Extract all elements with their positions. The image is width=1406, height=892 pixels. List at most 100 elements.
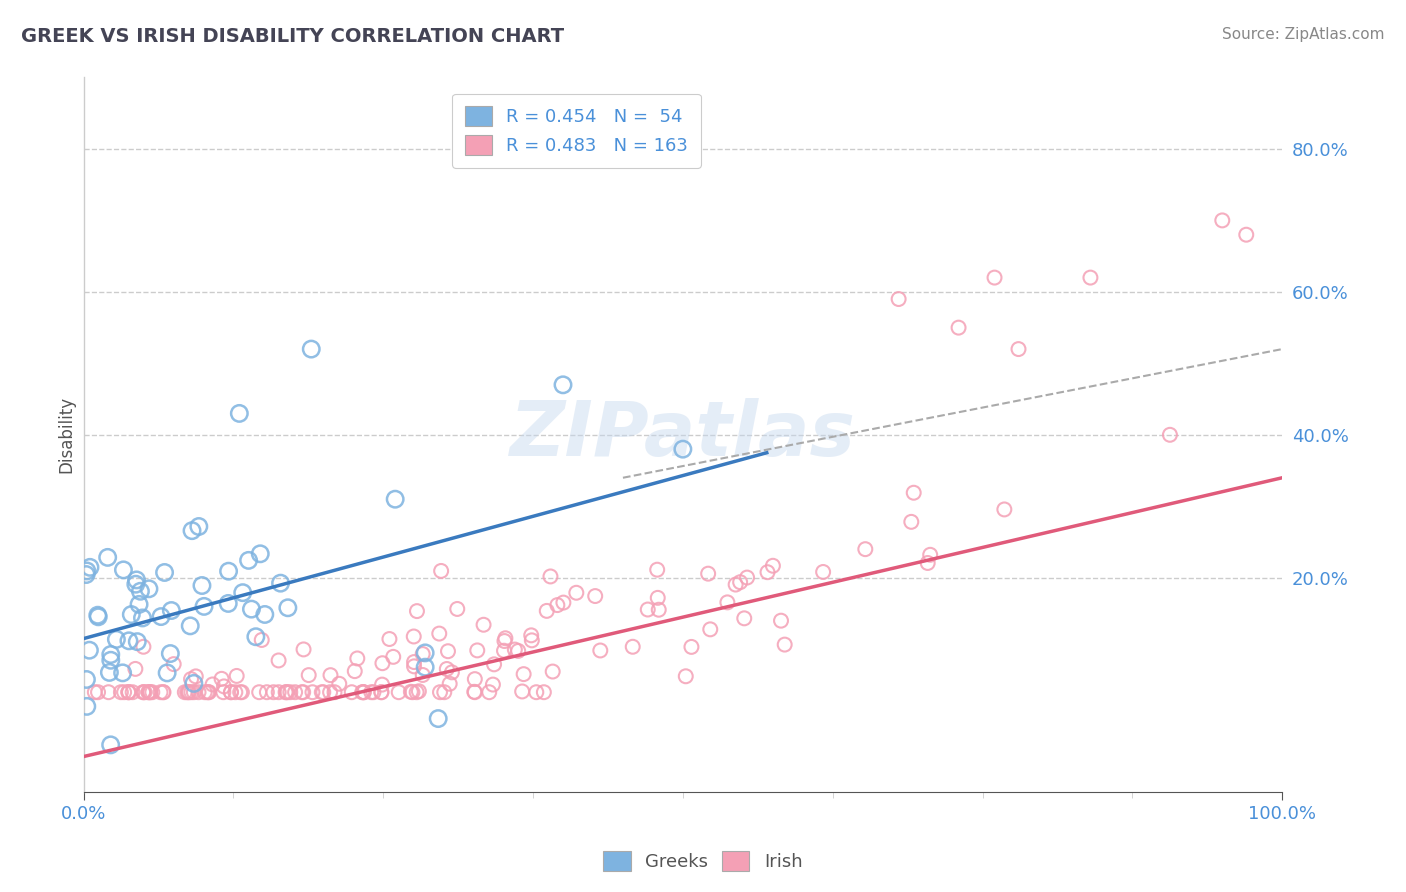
Point bbox=[184, 669, 207, 683]
Point bbox=[408, 684, 430, 698]
Point bbox=[463, 685, 485, 699]
Point bbox=[79, 560, 101, 574]
Point bbox=[75, 567, 97, 582]
Point bbox=[536, 604, 558, 618]
Point bbox=[551, 377, 574, 392]
Point bbox=[276, 685, 298, 699]
Point bbox=[129, 584, 152, 599]
Point bbox=[228, 406, 250, 420]
Point bbox=[811, 565, 834, 579]
Point bbox=[211, 672, 233, 686]
Point bbox=[464, 672, 486, 686]
Point bbox=[267, 685, 290, 699]
Point bbox=[132, 685, 155, 699]
Point bbox=[120, 607, 142, 622]
Point bbox=[181, 524, 204, 538]
Point bbox=[117, 685, 139, 699]
Point bbox=[183, 676, 205, 690]
Point bbox=[238, 553, 260, 567]
Point bbox=[229, 685, 252, 699]
Point bbox=[76, 564, 98, 578]
Point bbox=[97, 685, 120, 699]
Point bbox=[328, 677, 350, 691]
Point bbox=[212, 680, 235, 694]
Point bbox=[100, 648, 122, 662]
Legend: R = 0.454   N =  54, R = 0.483   N = 163: R = 0.454 N = 54, R = 0.483 N = 163 bbox=[453, 94, 700, 168]
Point bbox=[853, 542, 876, 557]
Point bbox=[173, 685, 195, 699]
Point bbox=[371, 657, 394, 671]
Point bbox=[773, 638, 796, 652]
Point bbox=[112, 685, 135, 699]
Point bbox=[697, 566, 720, 581]
Point bbox=[352, 685, 374, 699]
Point bbox=[412, 668, 434, 682]
Text: ZIPatlas: ZIPatlas bbox=[510, 398, 856, 472]
Point bbox=[100, 653, 122, 667]
Point bbox=[647, 591, 669, 605]
Point bbox=[436, 662, 458, 676]
Point bbox=[194, 685, 217, 699]
Point bbox=[149, 685, 172, 699]
Point bbox=[675, 669, 697, 683]
Text: GREEK VS IRISH DISABILITY CORRELATION CHART: GREEK VS IRISH DISABILITY CORRELATION CH… bbox=[21, 27, 564, 45]
Point bbox=[1211, 213, 1233, 227]
Point bbox=[900, 515, 922, 529]
Point bbox=[87, 608, 110, 623]
Point bbox=[402, 659, 425, 673]
Text: Source: ZipAtlas.com: Source: ZipAtlas.com bbox=[1222, 27, 1385, 42]
Point bbox=[150, 609, 173, 624]
Point bbox=[384, 492, 406, 507]
Point bbox=[198, 685, 221, 699]
Point bbox=[1080, 270, 1102, 285]
Point bbox=[917, 556, 939, 570]
Point bbox=[648, 603, 671, 617]
Point bbox=[100, 738, 122, 752]
Point bbox=[510, 684, 533, 698]
Point bbox=[138, 685, 160, 699]
Point bbox=[180, 685, 202, 699]
Point bbox=[136, 685, 159, 699]
Point bbox=[127, 634, 149, 648]
Point bbox=[219, 685, 242, 699]
Point bbox=[79, 643, 101, 657]
Point bbox=[716, 595, 738, 609]
Point bbox=[267, 653, 290, 667]
Point bbox=[512, 667, 534, 681]
Point bbox=[253, 607, 276, 622]
Point bbox=[125, 573, 148, 587]
Point bbox=[299, 342, 322, 356]
Point bbox=[323, 685, 346, 699]
Point bbox=[141, 685, 163, 699]
Point bbox=[292, 685, 315, 699]
Point bbox=[111, 665, 134, 680]
Point bbox=[319, 685, 342, 699]
Point bbox=[118, 633, 141, 648]
Point bbox=[132, 640, 155, 654]
Point bbox=[250, 632, 273, 647]
Point bbox=[117, 685, 139, 699]
Point bbox=[402, 655, 425, 669]
Point bbox=[134, 685, 156, 699]
Point bbox=[179, 619, 201, 633]
Point bbox=[156, 665, 179, 680]
Point bbox=[520, 628, 543, 642]
Point bbox=[247, 685, 270, 699]
Point bbox=[298, 668, 321, 682]
Point bbox=[724, 577, 747, 591]
Point bbox=[75, 673, 97, 687]
Point bbox=[212, 685, 235, 699]
Point bbox=[124, 662, 146, 676]
Point bbox=[125, 577, 148, 591]
Point bbox=[733, 611, 755, 625]
Point bbox=[540, 569, 562, 583]
Point bbox=[187, 519, 209, 533]
Point bbox=[274, 685, 297, 699]
Point bbox=[446, 602, 468, 616]
Point bbox=[503, 642, 526, 657]
Point bbox=[291, 685, 314, 699]
Point bbox=[319, 668, 342, 682]
Point bbox=[340, 685, 363, 699]
Point bbox=[183, 685, 205, 699]
Point bbox=[284, 685, 307, 699]
